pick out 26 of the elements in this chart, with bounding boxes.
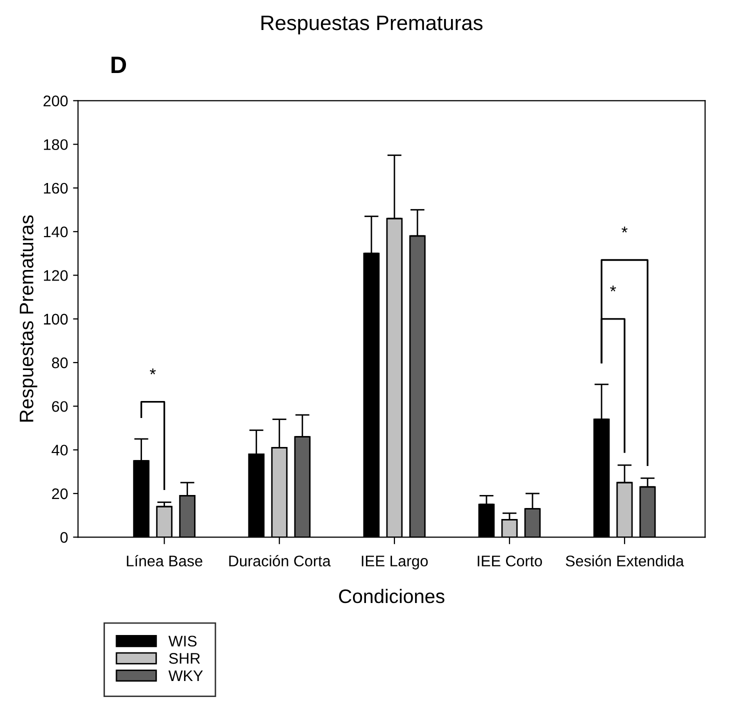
legend-label: WKY bbox=[168, 670, 203, 681]
x-tick-label: Línea Base bbox=[126, 555, 202, 566]
y-tick-label: 180 bbox=[44, 139, 68, 150]
y-tick-label: 100 bbox=[44, 314, 68, 325]
y-tick-label: 140 bbox=[44, 226, 68, 238]
y-tick-label: 60 bbox=[52, 401, 68, 412]
legend-label: WIS bbox=[168, 636, 197, 647]
y-tick-label: 80 bbox=[52, 357, 68, 368]
y-tick-label: 200 bbox=[44, 96, 68, 106]
legend-label: SHR bbox=[169, 653, 200, 664]
y-tick-label: 20 bbox=[52, 488, 68, 500]
y-tick-label: 0 bbox=[60, 532, 68, 543]
y-tick-label: 40 bbox=[52, 444, 68, 456]
annotation: * bbox=[622, 226, 628, 232]
y-tick-label: 160 bbox=[44, 182, 68, 194]
chart-title: Respuestas Prematuras bbox=[261, 16, 482, 34]
y-axis-title: Respuestas Prematuras bbox=[20, 215, 38, 422]
x-tick-label: Sesión Extendida bbox=[566, 555, 684, 566]
y-tick-label: 120 bbox=[44, 270, 68, 281]
annotation: * bbox=[610, 286, 616, 292]
x-tick-label: IEE Corto bbox=[478, 556, 542, 566]
annotation: * bbox=[150, 368, 156, 374]
x-axis-title: Condiciones bbox=[339, 588, 444, 604]
x-tick-label: Duración Corta bbox=[229, 555, 331, 566]
x-tick-label: IEE Largo bbox=[362, 556, 428, 570]
text: D bbox=[112, 56, 126, 73]
